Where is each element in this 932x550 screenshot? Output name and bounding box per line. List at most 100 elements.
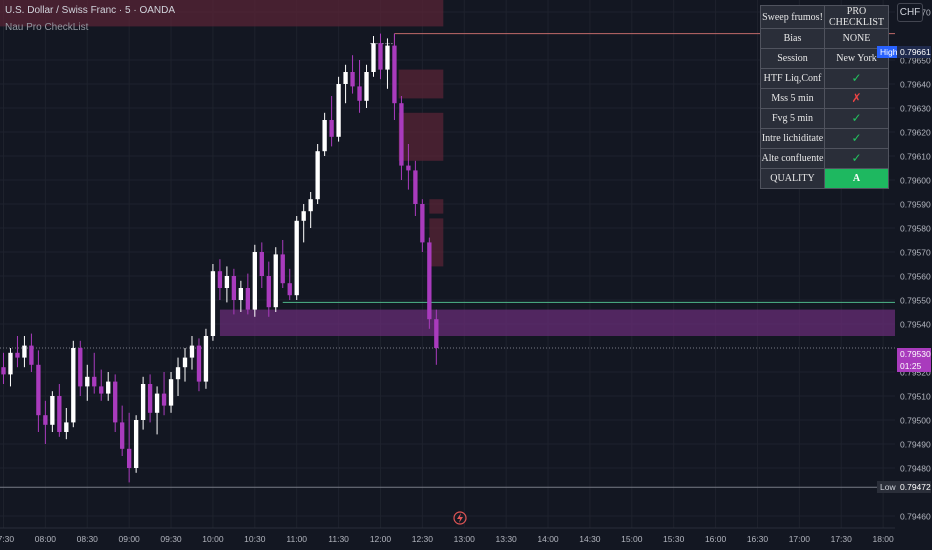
- bull-candle: [106, 381, 111, 394]
- y-tick-label: 0.79650: [900, 56, 931, 66]
- y-axis: 0.796700.796500.796400.796300.796200.796…: [895, 0, 932, 550]
- x-tick-label: 10:00: [202, 534, 224, 544]
- supply-zone: [429, 199, 444, 214]
- supply-zone: [0, 0, 444, 27]
- x-tick-label: 08:00: [35, 534, 57, 544]
- checklist-value: ✓: [824, 108, 889, 129]
- checklist-label: Intre lichiditate: [760, 128, 825, 149]
- x-axis: 07:30 08:00 08:30 09:00 09:30 10:00 10:30 11:00…: [0, 527, 895, 544]
- x-tick-label: 15:00: [621, 534, 643, 544]
- symbol-title[interactable]: U.S. Dollar / Swiss Franc · 5 · OANDA: [5, 5, 176, 16]
- checklist-label: Fvg 5 min: [760, 108, 825, 129]
- checklist-label: Sweep frumos!: [760, 5, 825, 29]
- bear-candle: [120, 422, 125, 449]
- checklist-value: ✓: [824, 68, 889, 89]
- checklist-value: PRO CHECKLIST: [824, 5, 889, 29]
- checklist-row: Mss 5 min ✗: [760, 88, 889, 109]
- bull-candle: [133, 420, 139, 468]
- bear-candle: [245, 288, 250, 310]
- checklist-row: Fvg 5 min ✓: [760, 108, 889, 129]
- bear-candle: [196, 345, 202, 382]
- x-tick-label: 16:30: [747, 534, 769, 544]
- x-tick-label: 12:30: [412, 534, 434, 544]
- bull-candle: [322, 120, 327, 152]
- bull-candle: [238, 288, 244, 300]
- bear-candle: [99, 386, 104, 394]
- bear-candle: [57, 396, 62, 432]
- y-tick-label: 0.79460: [900, 512, 931, 522]
- checklist-value: ✗: [824, 88, 889, 109]
- bull-candle: [364, 72, 369, 101]
- checklist-row: Intre lichiditate ✓: [760, 128, 889, 149]
- bull-candle: [273, 254, 278, 308]
- y-tick-label: 0.79540: [900, 320, 931, 330]
- checklist-row: HTF Liq,Conf ✓: [760, 68, 889, 89]
- x-tick-label: 10:30: [244, 534, 266, 544]
- event-marker-circle: [453, 511, 467, 525]
- indicator-name[interactable]: Nau Pro CheckList: [5, 22, 89, 33]
- checklist-label: Session: [760, 48, 825, 69]
- candles: [1, 33, 439, 483]
- bull-candle: [252, 252, 257, 310]
- checklist-row: Session New York: [760, 48, 889, 69]
- y-tick-label: 0.79600: [900, 176, 931, 186]
- checklist-label: QUALITY: [760, 168, 825, 189]
- bull-candle: [189, 345, 195, 358]
- checklist-value: ✓: [824, 128, 889, 149]
- checklist-label: Mss 5 min: [760, 88, 825, 109]
- bear-candle: [29, 345, 34, 365]
- bull-candle: [301, 211, 306, 221]
- bull-candle: [140, 384, 146, 420]
- checklist-value: New York: [824, 48, 889, 69]
- x-tick-label: 12:00: [370, 534, 392, 544]
- high-label-badge: High: [877, 46, 901, 58]
- bear-candle: [329, 120, 334, 137]
- bear-candle: [113, 381, 118, 423]
- checklist-value: A: [824, 168, 889, 189]
- bear-candle: [259, 252, 264, 276]
- bear-candle: [406, 165, 411, 171]
- checklist-label: Bias: [760, 28, 825, 49]
- bear-candle: [147, 384, 153, 413]
- countdown-badge: 01:25: [897, 360, 931, 372]
- bear-candle: [231, 276, 237, 300]
- supply-zone: [398, 112, 444, 161]
- current-price-badge: 0.79530: [897, 348, 931, 360]
- bull-candle: [336, 84, 341, 137]
- bull-candle: [175, 367, 181, 380]
- bear-candle: [357, 86, 362, 101]
- bull-candle: [308, 199, 313, 212]
- plot-area: [0, 0, 895, 528]
- bear-candle: [92, 376, 97, 387]
- x-tick-label: 14:00: [537, 534, 559, 544]
- checklist-row: Sweep frumos! PRO CHECKLIST: [760, 5, 889, 29]
- y-tick-label: 0.79500: [900, 416, 931, 426]
- x-tick-label: 18:00: [872, 534, 894, 544]
- currency-button[interactable]: CHF: [897, 3, 923, 22]
- bull-candle: [343, 72, 348, 84]
- y-tick-label: 0.79510: [900, 392, 931, 402]
- bear-candle: [427, 242, 432, 320]
- event-marker-icon: [453, 511, 467, 525]
- bear-candle: [280, 254, 285, 284]
- checklist-row: Bias NONE: [760, 28, 889, 49]
- bear-candle: [43, 415, 48, 425]
- checklist-value: ✓: [824, 148, 889, 169]
- y-tick-label: 0.79580: [900, 224, 931, 234]
- x-tick-label: 09:30: [160, 534, 182, 544]
- bull-candle: [385, 45, 390, 70]
- x-tick-label: 13:30: [496, 534, 518, 544]
- chart-header: U.S. Dollar / Swiss Franc · 5 · OANDA Na…: [5, 5, 175, 34]
- y-tick-label: 0.79520: [900, 368, 931, 378]
- x-tick-label: 14:30: [579, 534, 601, 544]
- low-label-badge: Low: [877, 481, 899, 493]
- bull-candle: [8, 352, 13, 375]
- bear-candle: [15, 352, 20, 358]
- bull-candle: [22, 345, 27, 358]
- bull-candle: [224, 276, 230, 288]
- y-tick-label: 0.79590: [900, 200, 931, 210]
- y-tick-label: 0.79640: [900, 80, 931, 90]
- x-tick-label: 11:00: [286, 534, 307, 544]
- bear-candle: [350, 72, 355, 87]
